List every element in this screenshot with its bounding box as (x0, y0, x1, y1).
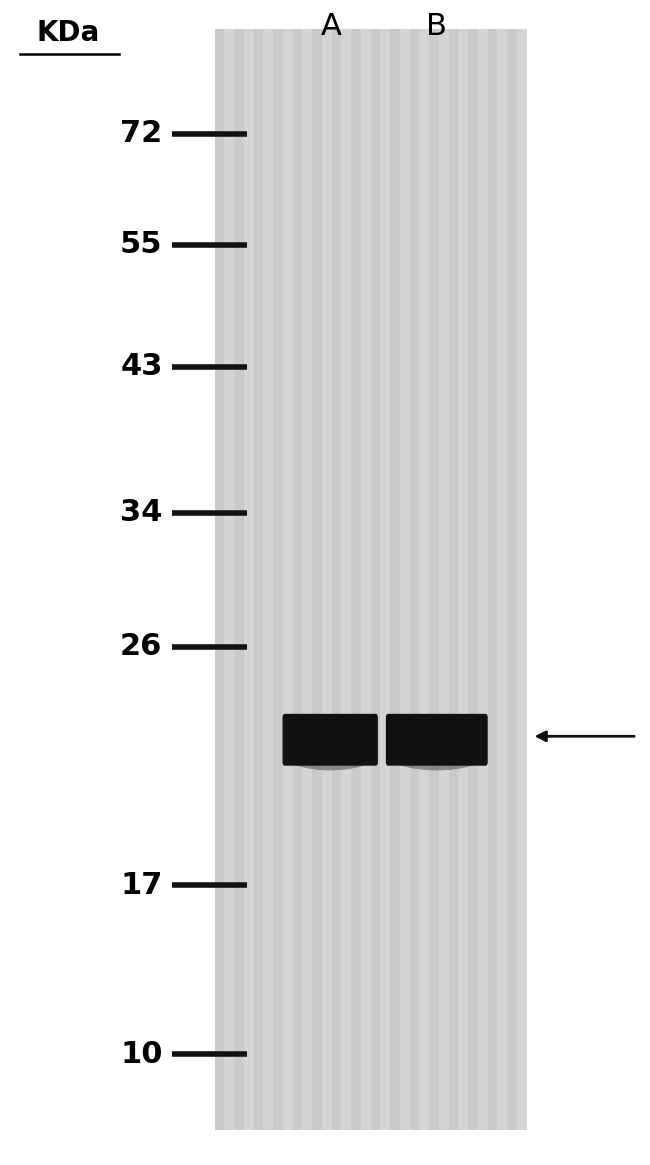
Text: 55: 55 (120, 231, 162, 259)
Bar (234, 29, 244, 1130)
Bar (351, 29, 361, 1130)
Bar (254, 29, 263, 1130)
Text: 17: 17 (120, 871, 162, 899)
Bar (332, 29, 341, 1130)
Bar (214, 29, 526, 1130)
Bar (273, 29, 283, 1130)
Text: A: A (321, 12, 342, 41)
Text: 43: 43 (120, 353, 162, 381)
Text: 72: 72 (120, 120, 162, 148)
Bar (429, 29, 439, 1130)
FancyBboxPatch shape (283, 714, 378, 765)
Text: 34: 34 (120, 499, 162, 527)
FancyBboxPatch shape (386, 714, 488, 765)
Bar (468, 29, 478, 1130)
Text: 10: 10 (120, 1040, 162, 1068)
Bar (370, 29, 380, 1130)
Bar (292, 29, 302, 1130)
Bar (488, 29, 497, 1130)
Bar (448, 29, 458, 1130)
Ellipse shape (391, 743, 483, 770)
Bar (312, 29, 322, 1130)
Bar (507, 29, 517, 1130)
Text: 26: 26 (120, 633, 162, 661)
Ellipse shape (287, 743, 373, 770)
Bar (214, 29, 224, 1130)
Text: KDa: KDa (36, 19, 100, 47)
Bar (410, 29, 419, 1130)
Text: B: B (426, 12, 447, 41)
Bar (390, 29, 400, 1130)
